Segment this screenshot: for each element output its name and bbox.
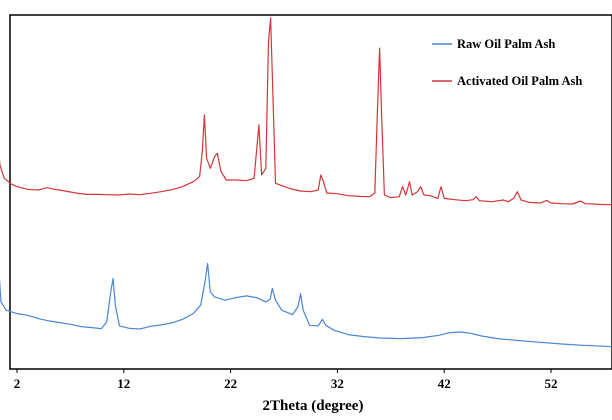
x-tick-label: 2 [14,376,21,391]
x-axis-ticks: 2 12 22 32 42 52 [14,369,558,391]
legend-label-activated-oil-palm-ash: Activated Oil Palm Ash [457,74,582,88]
plot-frame [9,14,612,370]
legend-label-raw-oil-palm-ash: Raw Oil Palm Ash [457,37,555,51]
x-axis-title: 2Theta (degree) [263,398,364,414]
x-tick-label: 52 [545,376,558,391]
x-tick-label: 32 [331,376,344,391]
x-tick-label: 22 [224,376,237,391]
series-line-activated-oil-palm-ash [0,17,612,206]
series-line-raw-oil-palm-ash [0,262,612,348]
legend: Raw Oil Palm Ash Activated Oil Palm Ash [432,37,582,88]
x-tick-label: 42 [438,376,451,391]
series-layer [0,17,612,348]
x-tick-label: 12 [117,376,130,391]
